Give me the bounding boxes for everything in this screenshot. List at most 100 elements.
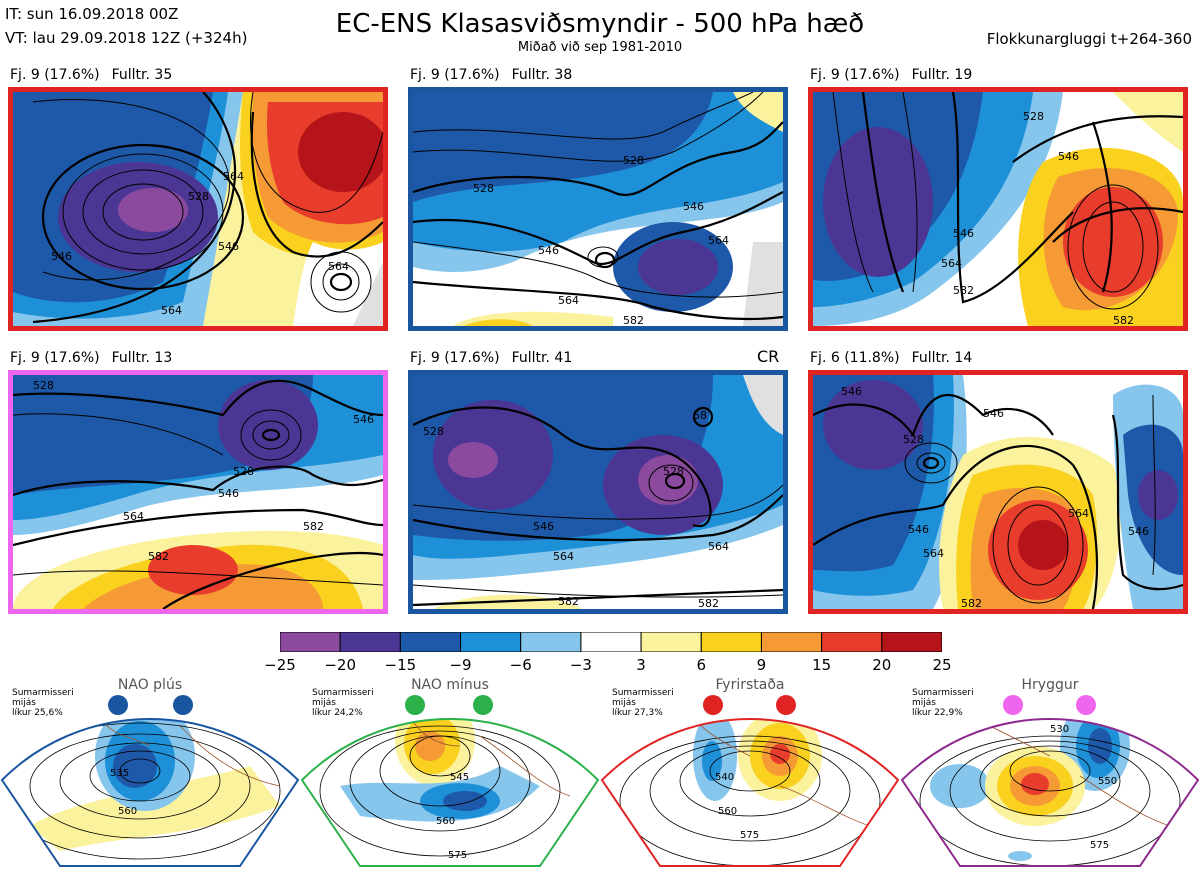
regime-name: NAO mínus (411, 677, 489, 693)
contour-label: 564 (708, 234, 729, 247)
contour-label: 546 (841, 385, 862, 398)
forecast-map-5[interactable]: 528 528 58 546 564 564 582 582 (408, 370, 788, 614)
contour-label: 58 (693, 409, 707, 422)
contour-label: 546 (51, 250, 72, 263)
contour-label: 530 (1050, 724, 1069, 735)
contour-label: 550 (1098, 776, 1117, 787)
contour-label: 582 (623, 314, 644, 326)
contour-label: 528 (233, 465, 254, 478)
colorbar-swatch (460, 631, 522, 653)
regime-ridge[interactable]: Hryggur Sumarmisseri mijás líkur 22,9% (900, 676, 1200, 871)
contour-label: 575 (740, 830, 759, 841)
contour-label: 546 (1058, 150, 1079, 163)
regime-info: Sumarmisseri mijás líkur 27,3% (612, 688, 674, 718)
contour-label: 582 (558, 595, 579, 608)
contour-label: 560 (118, 806, 137, 817)
panel-label-6: Fj. 6 (11.8%) Fulltr. 14 (810, 350, 984, 366)
contour-label: 528 (188, 190, 209, 203)
panel-label-3: Fj. 9 (17.6%) Fulltr. 19 (810, 67, 984, 83)
colorbar-swatch (399, 631, 462, 653)
panel-member: Fulltr. 41 (511, 350, 573, 366)
contour-label: 564 (941, 257, 962, 270)
contour-label: 546 (983, 407, 1004, 420)
colorbar-tick: 25 (932, 656, 952, 674)
panel-label-4: Fj. 9 (17.6%) Fulltr. 13 (10, 350, 184, 366)
colorbar-swatches (279, 631, 943, 653)
forecast-map-2[interactable]: 528 528 546 546 564 564 582 (408, 87, 788, 331)
colorbar-swatch (760, 631, 823, 653)
contour-label: 564 (223, 170, 244, 183)
panel-cluster: Fj. 9 (17.6%) (410, 67, 500, 83)
colorbar-swatch (339, 631, 401, 653)
contour-label: 528 (663, 465, 684, 478)
regime-info: Sumarmisseri mijás líkur 22,9% (912, 688, 974, 718)
colorbar-swatch (821, 631, 883, 653)
initial-time: IT: sun 16.09.2018 00Z (5, 5, 179, 23)
panel-member: Fulltr. 38 (511, 67, 573, 83)
panel-cluster: Fj. 9 (17.6%) (810, 67, 900, 83)
colorbar-tick: −9 (449, 656, 472, 674)
colorbar-swatch (279, 631, 341, 653)
panel-member: Fulltr. 14 (911, 350, 973, 366)
contour-label: 582 (303, 520, 324, 533)
page-subtitle: Miðað við sep 1981-2010 (517, 40, 683, 55)
forecast-map-3[interactable]: 528 546 546 564 582 582 (808, 87, 1188, 331)
regime-name: NAO plús (117, 677, 183, 693)
colorbar-tick: −6 (509, 656, 532, 674)
contour-label: 564 (328, 260, 349, 273)
forecast-map-4[interactable]: 528 546 528 546 564 582 582 (8, 370, 388, 614)
cr-label: CR (757, 347, 780, 366)
contour-label: 582 (1113, 314, 1134, 326)
contour-label: 545 (450, 772, 469, 783)
colorbar-swatch (700, 631, 762, 653)
contour-label: 546 (353, 413, 374, 426)
colorbar-tick: 15 (812, 656, 832, 674)
contour-label: 564 (923, 547, 944, 560)
regime-info: Sumarmisseri mijás líkur 24,2% (312, 688, 374, 718)
panel-member: Fulltr. 19 (911, 67, 973, 83)
contour-label: 564 (123, 510, 144, 523)
colorbar-swatch (640, 631, 702, 653)
contour-label: 546 (683, 200, 704, 213)
colorbar-tick: 3 (636, 656, 646, 674)
panel-member: Fulltr. 13 (111, 350, 173, 366)
contour-label: 528 (903, 433, 924, 446)
contour-label: 582 (148, 550, 169, 563)
regime-info: Sumarmisseri mijás líkur 25,6% (12, 688, 74, 718)
colorbar-tick: 9 (756, 656, 767, 674)
contour-label: 582 (953, 284, 974, 297)
colorbar-swatch (580, 631, 642, 653)
panel-cluster: Fj. 9 (17.6%) (410, 350, 500, 366)
panel-cluster: Fj. 9 (17.6%) (10, 350, 100, 366)
contour-label: 528 (1023, 110, 1044, 123)
panel-label-1: Fj. 9 (17.6%) Fulltr. 35 (10, 67, 184, 83)
contour-label: 528 (33, 379, 54, 392)
colorbar-tick: 6 (696, 656, 707, 674)
contour-label: 560 (436, 816, 455, 827)
forecast-map-1[interactable]: 546 528 546 564 564 564 (8, 87, 388, 331)
contour-label: 540 (715, 772, 734, 783)
regime-blocking[interactable]: Fyrirstaða Sumarmisseri mijás líkur 27,3% … (600, 676, 900, 871)
colorbar-swatch (520, 631, 582, 653)
regime-name: Fyrirstaða (715, 677, 785, 693)
contour-label: 564 (558, 294, 579, 307)
contour-label: 564 (1068, 507, 1089, 520)
page-title: EC-ENS Klasasviðsmyndir - 500 hPa hæð (335, 9, 865, 39)
forecast-map-6[interactable]: 546 546 528 546 564 564 546 582 (808, 370, 1188, 614)
colorbar-swatch (881, 631, 943, 653)
contour-label: 546 (533, 520, 554, 533)
contour-label: 528 (623, 154, 644, 167)
contour-label: 528 (473, 182, 494, 195)
regime-nao-minus[interactable]: NAO mínus Sumarmisseri mijás líkur 24,2% 5… (300, 676, 600, 871)
contour-label: 582 (698, 597, 719, 609)
colorbar-tick: 20 (872, 656, 892, 674)
panel-cluster: Fj. 9 (17.6%) (10, 67, 100, 83)
contour-label: 575 (1090, 840, 1109, 851)
classification-window: Flokkunargluggi t+264-360 (986, 30, 1192, 48)
contour-label: 546 (218, 487, 239, 500)
regime-nao-plus[interactable]: NAO plús Sumarmisseri mijás líkur 25,6% 53… (0, 676, 300, 871)
panel-label-2: Fj. 9 (17.6%) Fulltr. 38 (410, 67, 584, 83)
contour-label: 546 (1128, 525, 1149, 538)
colorbar-tick: −15 (384, 656, 417, 674)
colorbar-tick: −20 (324, 656, 356, 674)
